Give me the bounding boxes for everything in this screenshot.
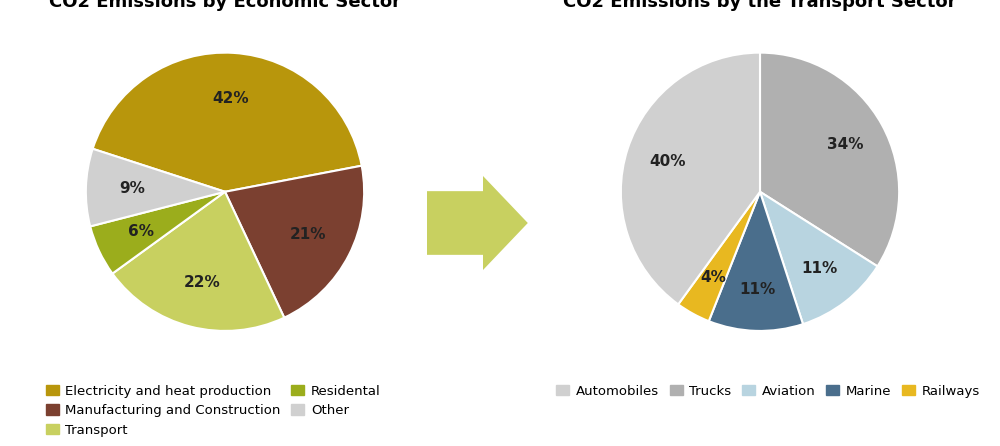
- Text: 6%: 6%: [128, 224, 154, 239]
- FancyArrow shape: [427, 176, 528, 270]
- Text: 34%: 34%: [827, 137, 864, 153]
- Wedge shape: [225, 166, 364, 318]
- Legend: Electricity and heat production, Manufacturing and Construction, Transport, Resi: Electricity and heat production, Manufac…: [40, 379, 386, 442]
- Wedge shape: [93, 53, 362, 192]
- Wedge shape: [621, 53, 760, 304]
- Wedge shape: [678, 192, 760, 321]
- Text: 11%: 11%: [802, 261, 838, 276]
- Wedge shape: [760, 192, 877, 324]
- Text: 9%: 9%: [119, 182, 145, 196]
- Title: CO2 Emissions by the Transport Sector: CO2 Emissions by the Transport Sector: [563, 0, 957, 11]
- Text: 11%: 11%: [739, 281, 775, 297]
- Wedge shape: [112, 192, 284, 331]
- Text: 21%: 21%: [290, 227, 326, 242]
- Text: 4%: 4%: [700, 270, 726, 285]
- Title: CO2 Emissions by Economic Sector: CO2 Emissions by Economic Sector: [49, 0, 401, 11]
- Text: 22%: 22%: [183, 275, 220, 289]
- Legend: Automobiles, Trucks, Aviation, Marine, Railways: Automobiles, Trucks, Aviation, Marine, R…: [551, 379, 985, 403]
- Wedge shape: [90, 192, 225, 273]
- Wedge shape: [86, 149, 225, 227]
- Text: 42%: 42%: [213, 91, 249, 106]
- Text: 40%: 40%: [649, 154, 686, 169]
- Wedge shape: [760, 53, 899, 266]
- Wedge shape: [709, 192, 803, 331]
